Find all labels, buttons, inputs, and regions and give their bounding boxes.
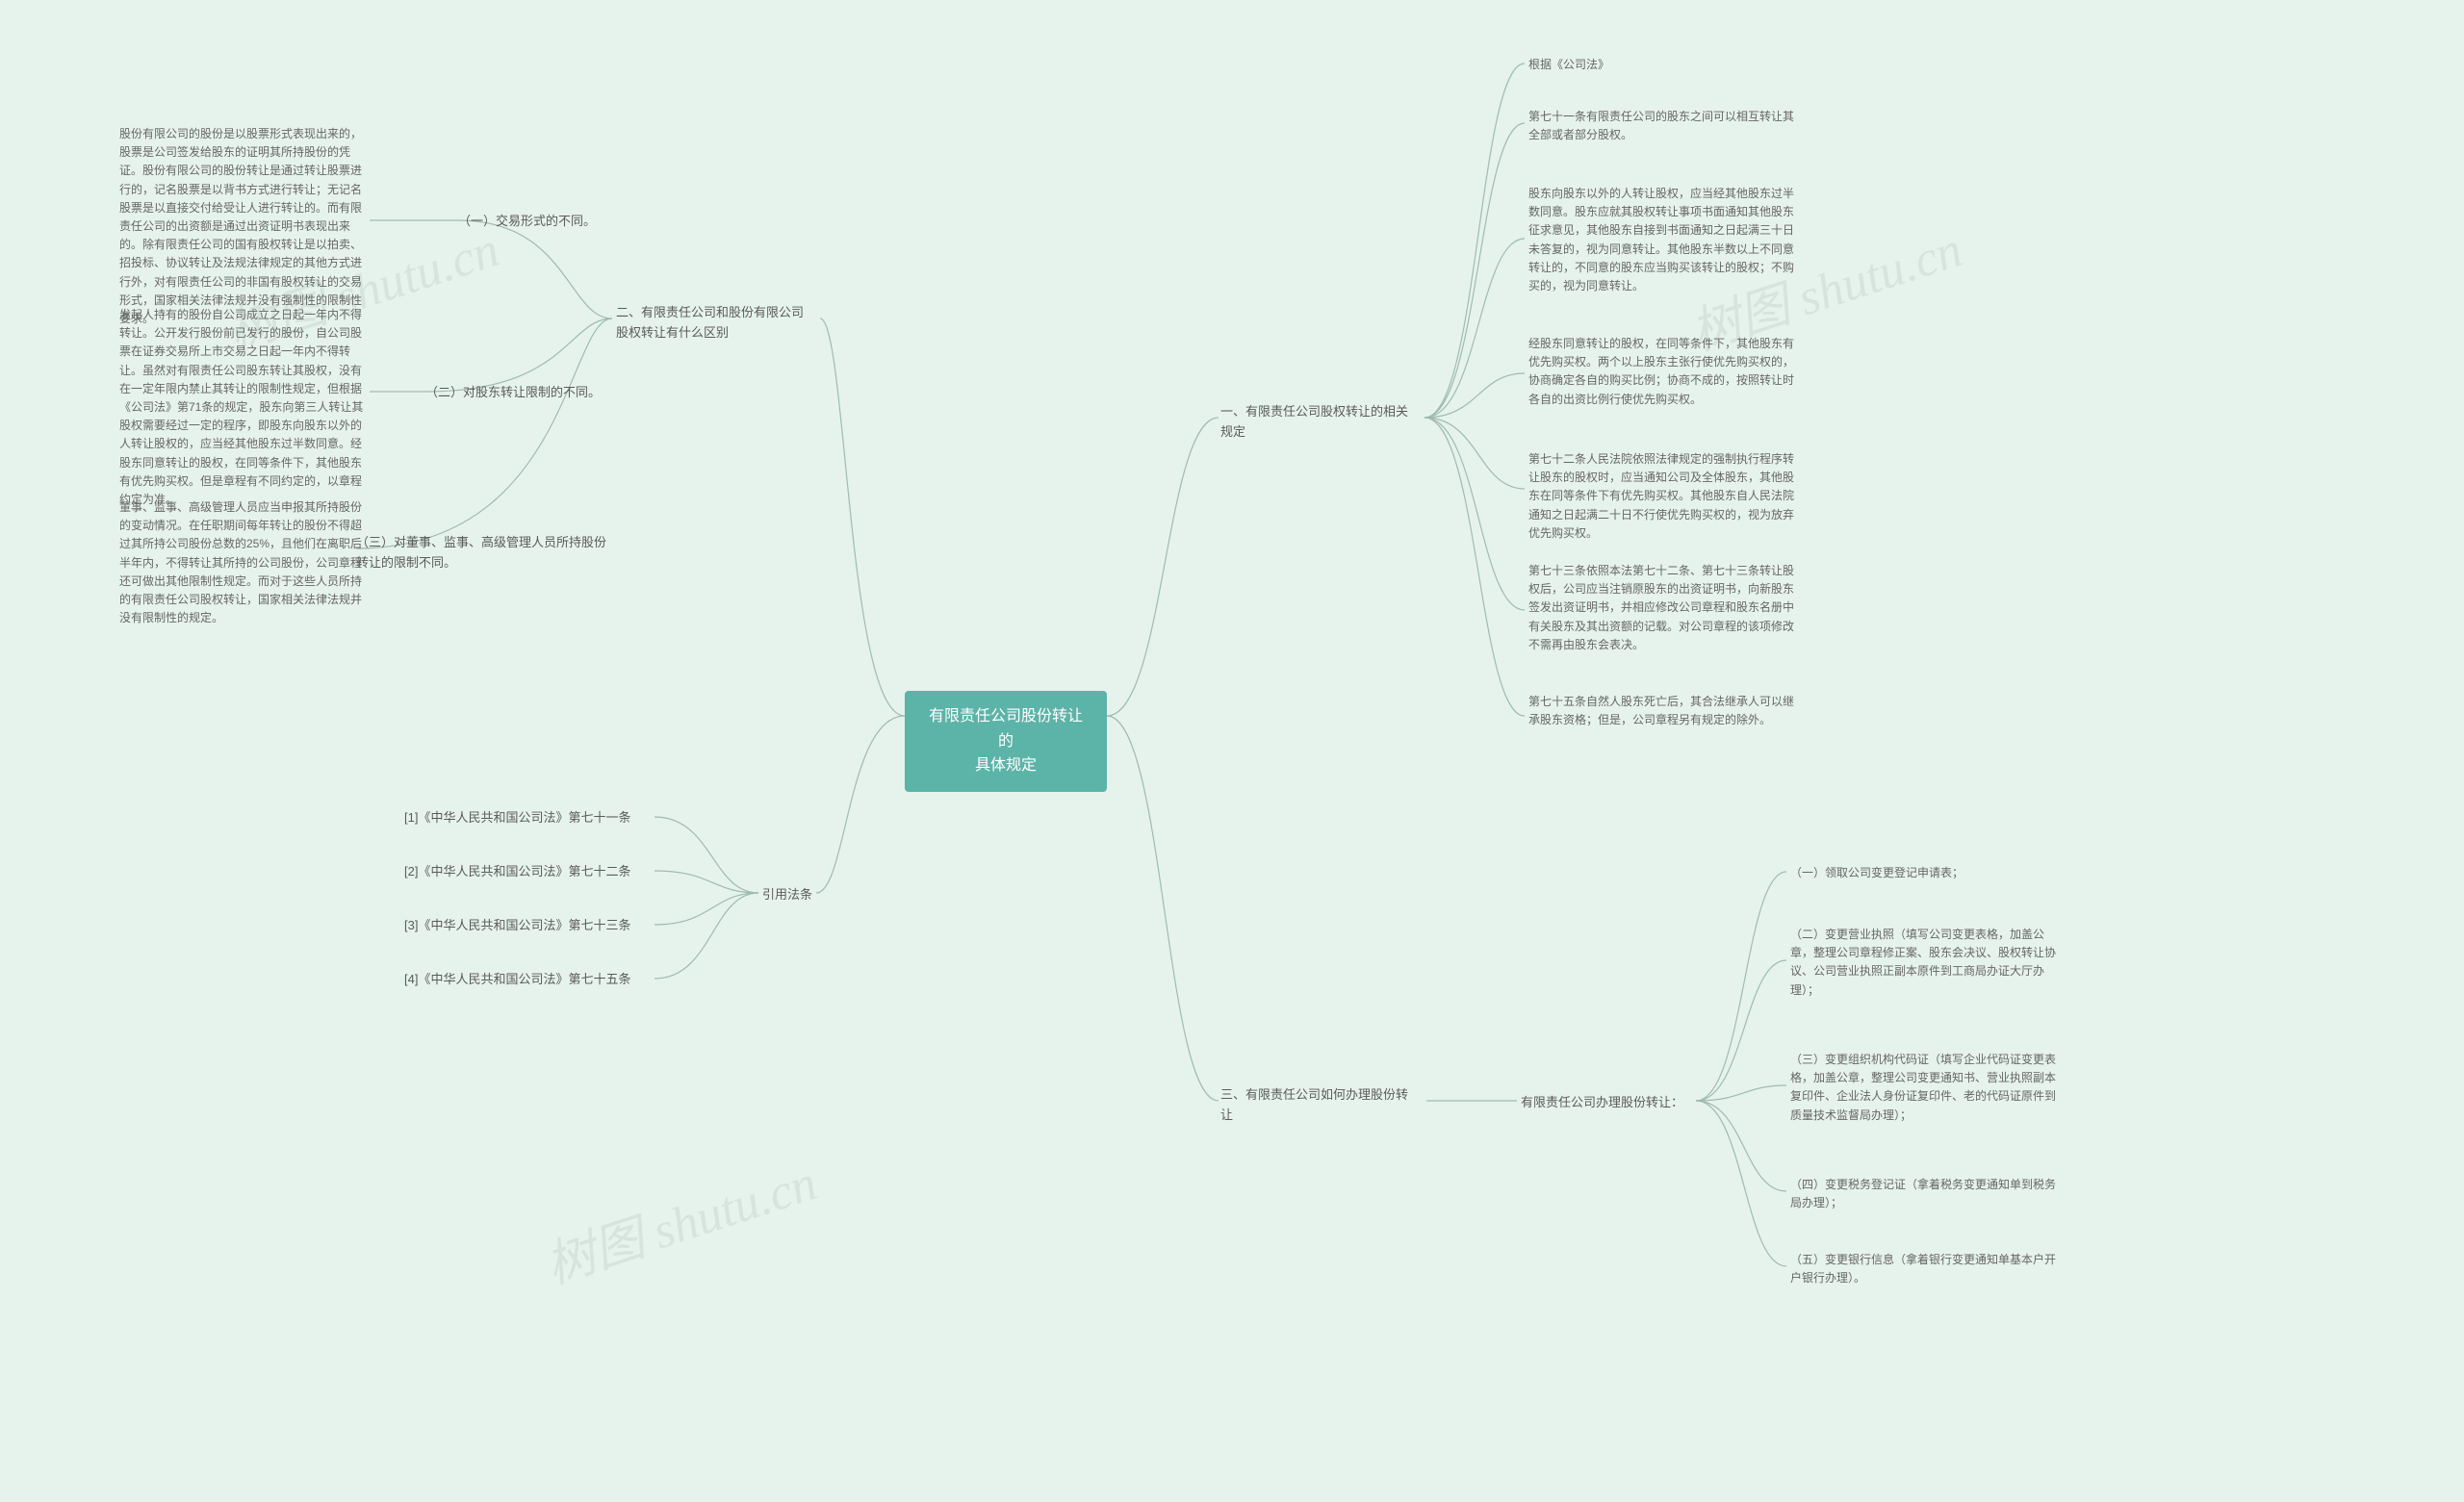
branch-1-item-2: 第七十一条有限责任公司的股东之间可以相互转让其全部或者部分股权。 (1528, 108, 1798, 144)
branch-1-item-4: 经股东同意转让的股权，在同等条件下，其他股东有优先购买权。两个以上股东主张行使优… (1528, 335, 1798, 409)
branch-1-item-1: 根据《公司法》 (1528, 56, 1609, 74)
branch-2-item-2-label: （二）对股东转让限制的不同。 (425, 383, 601, 403)
root-node: 有限责任公司股份转让的具体规定 (905, 691, 1107, 792)
branch-1-title: 一、有限责任公司股权转让的相关规定 (1220, 402, 1428, 443)
branch-3-item-5: （五）变更银行信息（拿着银行变更通知单基本户开户银行办理）。 (1790, 1251, 2060, 1287)
branch-3-item-3: （三）变更组织机构代码证（填写企业代码证变更表格，加盖公章，整理公司变更通知书、… (1790, 1051, 2060, 1125)
ref-item-1: [1]《中华人民共和国公司法》第七十一条 (404, 808, 630, 828)
ref-item-4: [4]《中华人民共和国公司法》第七十五条 (404, 970, 630, 990)
branch-2-item-1-desc: 股份有限公司的股份是以股票形式表现出来的，股票是公司签发给股东的证明其所持股份的… (119, 125, 370, 328)
branch-2-item-1-label: （一）交易形式的不同。 (458, 212, 596, 232)
branch-ref-title: 引用法条 (762, 885, 812, 905)
branch-1-item-6: 第七十三条依照本法第七十二条、第七十三条转让股权后，公司应当注销原股东的出资证明… (1528, 562, 1798, 654)
branch-1-item-5: 第七十二条人民法院依照法律规定的强制执行程序转让股东的股权时，应当通知公司及全体… (1528, 450, 1798, 543)
branch-2-item-3-desc: 董事、监事、高级管理人员应当申报其所持股份的变动情况。在任职期间每年转让的股份不… (119, 498, 370, 627)
branch-3-item-2: （二）变更营业执照（填写公司变更表格，加盖公章，整理公司章程修正案、股东会决议、… (1790, 926, 2060, 1000)
branch-1-item-3: 股东向股东以外的人转让股权，应当经其他股东过半数同意。股东应就其股权转让事项书面… (1528, 185, 1798, 295)
ref-item-2: [2]《中华人民共和国公司法》第七十二条 (404, 862, 630, 882)
ref-item-3: [3]《中华人民共和国公司法》第七十三条 (404, 916, 630, 936)
branch-1-item-7: 第七十五条自然人股东死亡后，其合法继承人可以继承股东资格；但是，公司章程另有规定… (1528, 693, 1798, 729)
branch-3-title: 三、有限责任公司如何办理股份转让 (1220, 1085, 1428, 1126)
branch-2-item-3-label: （三）对董事、监事、高级管理人员所持股份转让的限制不同。 (356, 533, 616, 573)
connectors-svg (0, 0, 2464, 1502)
branch-3-item-4: （四）变更税务登记证（拿着税务变更通知单到税务局办理）； (1790, 1176, 2060, 1212)
branch-3-item-1: （一）领取公司变更登记申请表； (1790, 864, 1964, 882)
branch-2-item-2-desc: 发起人持有的股份自公司成立之日起一年内不得转让。公开发行股份前已发行的股份，自公… (119, 306, 370, 509)
branch-3-sub-label: 有限责任公司办理股份转让： (1521, 1093, 1683, 1113)
watermark: 树图 shutu.cn (535, 1142, 825, 1297)
branch-2-title: 二、有限责任公司和股份有限公司股权转让有什么区别 (616, 303, 824, 344)
